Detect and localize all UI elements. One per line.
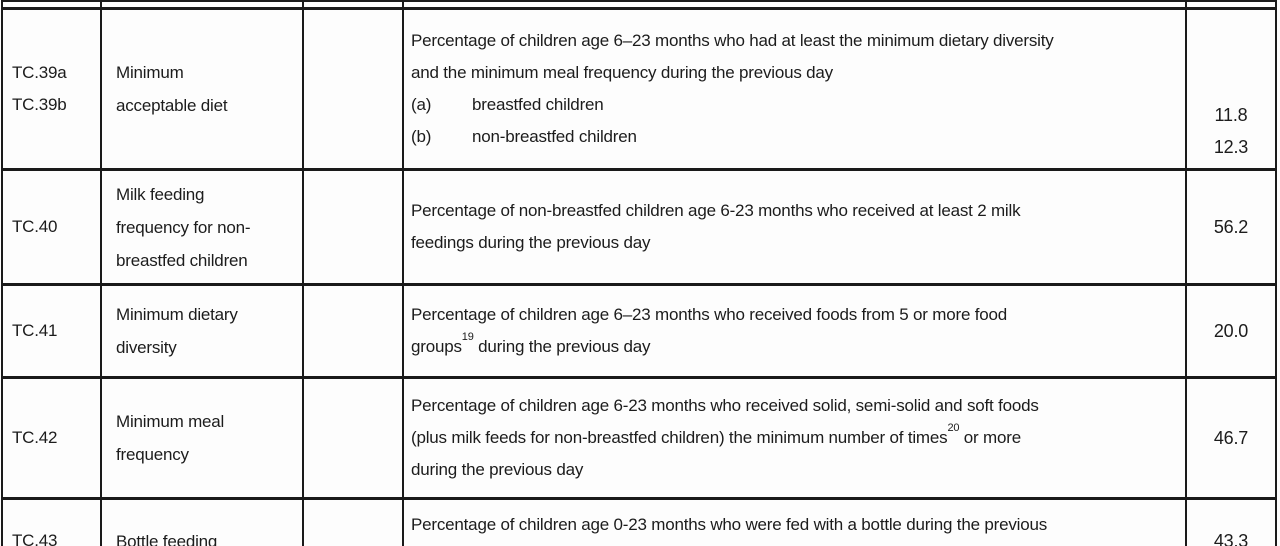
indicator-code: TC.39a [12, 63, 67, 82]
indicator-code: TC.39b [12, 95, 67, 114]
indicator-code-cell: TC.39a TC.39b [1, 7, 102, 171]
description-line: Percentage of children age 6–23 months w… [411, 305, 1008, 324]
value-cell: 20.0 [1185, 283, 1277, 379]
list-marker: (b) [411, 127, 432, 146]
value-cell [1185, 0, 1277, 10]
indicator-name-line: Milk feeding [116, 184, 205, 204]
indicator-name-cell: Minimum acceptable diet [100, 7, 304, 171]
indicator-name-line: Bottle feeding [116, 531, 218, 546]
table-row: TC.40 Milk feeding frequency for non- br… [1, 168, 1277, 286]
indicator-code-cell: TC.40 [1, 168, 102, 286]
description-cell [402, 0, 1187, 10]
description-line: groups19 during the previous day [411, 331, 1177, 363]
description-cell: Percentage of children age 6–23 months w… [402, 283, 1187, 379]
description-text: groups [411, 337, 462, 356]
description-list-item: (a) breastfed children [411, 89, 1177, 121]
spacer-cell [302, 0, 404, 10]
indicator-name-line: acceptable diet [116, 96, 228, 115]
description-text: (plus milk feeds for non-breastfed child… [411, 428, 948, 447]
indicator-name-line: Minimum meal [116, 412, 225, 431]
value-cell: 43.3 [1185, 497, 1277, 546]
description-text: or more [959, 428, 1021, 447]
description-line: feedings during the previous day [411, 233, 651, 252]
indicator-code-cell: TC.42 [1, 376, 102, 500]
description-line: Percentage of children age 6–23 months w… [411, 31, 1054, 50]
indicator-name-cell: Milk feeding frequency for non- breastfe… [100, 168, 304, 286]
description-cell: Percentage of children age 6–23 months w… [402, 7, 1187, 171]
description-list-item: (b) non-breastfed children [411, 121, 1177, 153]
indicator-name-line: Minimum dietary [116, 305, 238, 324]
list-item-label: breastfed children [472, 95, 604, 114]
description-cell: Percentage of children age 0-23 months w… [402, 497, 1187, 546]
description-line: day [411, 541, 1177, 546]
description-text: during the previous day [473, 337, 651, 356]
spacer-cell [302, 376, 404, 500]
footnote-superscript: 19 [461, 331, 474, 344]
indicator-value: 56.2 [1213, 217, 1249, 237]
description-line: Percentage of children age 6-23 months w… [411, 396, 1039, 415]
table-row: TC.39a TC.39b Minimum acceptable diet Pe… [1, 7, 1277, 171]
indicator-value: 20.0 [1213, 321, 1249, 341]
description-cell: Percentage of non-breastfed children age… [402, 168, 1187, 286]
footnote-superscript: 20 [947, 422, 960, 435]
indicator-name-cell [100, 0, 304, 10]
indicator-name-line: diversity [116, 338, 177, 357]
value-cell: 46.7 [1185, 376, 1277, 500]
indicator-name-line: frequency for non- [116, 217, 251, 237]
indicator-value: 11.8 [1214, 105, 1248, 125]
list-item-label: non-breastfed children [472, 127, 637, 146]
indicator-code-cell: TC.43 [1, 497, 102, 546]
spacer-cell [302, 497, 404, 546]
description-line: Percentage of children age 0-23 months w… [411, 515, 1048, 534]
indicator-code-cell: TC.41 [1, 283, 102, 379]
indicator-value: 43.3 [1213, 531, 1249, 546]
spacer-cell [302, 7, 404, 171]
spacer-cell [302, 283, 404, 379]
indicator-value: 12.3 [1213, 137, 1249, 157]
description-line: and the minimum meal frequency during th… [411, 63, 833, 82]
table-row-cropped [1, 0, 1277, 10]
indicator-name-line: frequency [116, 445, 189, 464]
table-row: TC.42 Minimum meal frequency Percentage … [1, 376, 1277, 500]
value-cell: 56.2 [1185, 168, 1277, 286]
indicator-code-cell [1, 0, 102, 10]
description-cell: Percentage of children age 6-23 months w… [402, 376, 1187, 500]
table-row: TC.41 Minimum dietary diversity Percenta… [1, 283, 1277, 379]
indicator-code: TC.41 [12, 321, 58, 340]
indicator-code: TC.43 [12, 531, 58, 546]
indicator-value: 46.7 [1213, 428, 1249, 448]
indicator-name-cell: Minimum meal frequency [100, 376, 304, 500]
table-row: TC.43 Bottle feeding Percentage of child… [1, 497, 1277, 546]
indicator-code: TC.42 [12, 428, 58, 447]
list-marker: (a) [411, 95, 432, 114]
indicator-name-line: Minimum [116, 63, 184, 82]
indicator-name-cell: Bottle feeding [100, 497, 304, 546]
indicator-name-line: breastfed children [116, 250, 248, 270]
spacer-cell [302, 168, 404, 286]
value-cell: 11.8 12.3 [1185, 7, 1277, 171]
indicator-name-cell: Minimum dietary diversity [100, 283, 304, 379]
indicator-code: TC.40 [12, 217, 58, 236]
description-line: (plus milk feeds for non-breastfed child… [411, 422, 1177, 454]
description-line: Percentage of non-breastfed children age… [411, 201, 1021, 220]
description-line: during the previous day [411, 460, 584, 479]
